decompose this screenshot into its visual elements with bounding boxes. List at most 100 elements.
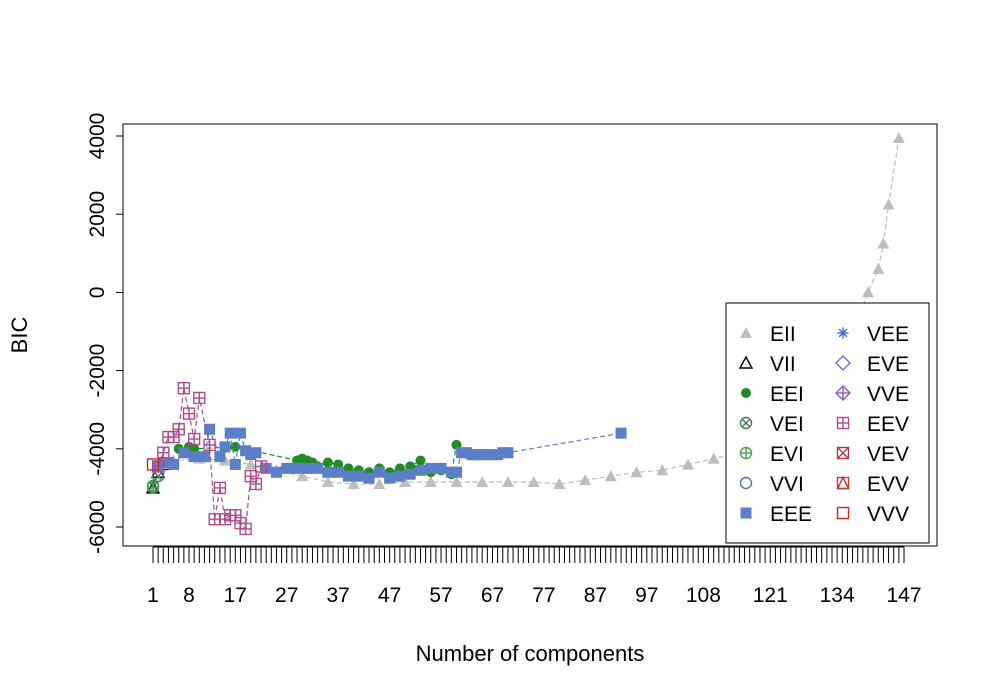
- legend-marker-evv: [836, 475, 850, 490]
- point-eii: [630, 466, 643, 478]
- legend-label-vii: VII: [770, 353, 796, 376]
- point-eee: [198, 451, 210, 463]
- point-eii: [347, 477, 360, 489]
- point-eee: [322, 466, 334, 478]
- legend-item-eev: EEV: [836, 413, 909, 436]
- legend-item-evi: EVI: [739, 443, 804, 466]
- point-eee: [404, 468, 416, 480]
- x-tick-label: 97: [635, 584, 658, 607]
- point-eee: [342, 470, 354, 482]
- point-eee: [250, 447, 262, 459]
- point-eev: [172, 423, 185, 436]
- y-axis: -6000 -4000 -2000 0 2000 4000: [86, 113, 124, 554]
- point-eee: [414, 464, 426, 476]
- point-eii: [877, 237, 890, 249]
- point-eev: [208, 512, 221, 526]
- legend-label-eei: EEI: [770, 383, 804, 406]
- point-eee: [224, 427, 236, 439]
- point-vvv: [146, 458, 160, 471]
- point-eee: [188, 451, 200, 463]
- point-eei: [415, 455, 426, 466]
- point-eii: [861, 286, 874, 298]
- y-tick-label: -2000: [86, 344, 109, 398]
- point-eii: [321, 476, 334, 488]
- x-tick-label: 67: [481, 584, 504, 607]
- legend-item-vve: VVE: [835, 383, 909, 406]
- point-eii: [450, 476, 463, 488]
- x-tick-label: 121: [753, 584, 788, 607]
- legend-marker-eve: [835, 355, 851, 371]
- series-eee: [152, 423, 627, 484]
- legend-marker-vei: [739, 416, 753, 430]
- legend-item-eve: EVE: [835, 353, 909, 376]
- point-eee: [291, 462, 303, 474]
- point-eev: [182, 407, 196, 420]
- legend-label-evv: EVV: [867, 473, 909, 496]
- legend-item-vee: VEE: [837, 323, 909, 346]
- y-tick-label: 2000: [86, 191, 109, 238]
- legend-label-vve: VVE: [867, 383, 909, 406]
- point-eee: [394, 470, 406, 482]
- point-eii: [579, 474, 592, 486]
- x-tick-label: 37: [326, 584, 349, 607]
- point-eee: [229, 458, 241, 470]
- x-axis: 1 8 17 27 37 47 57 67 77 87 97 108 121 134 147: [147, 546, 922, 607]
- point-eei: [322, 457, 333, 468]
- point-eee: [615, 427, 627, 439]
- x-tick-label: 134: [820, 584, 855, 607]
- series-eev: [151, 381, 268, 536]
- point-eee: [281, 462, 293, 474]
- legend-label-vee: VEE: [867, 323, 909, 346]
- legend-item-vei: VEI: [739, 413, 804, 436]
- point-eee: [332, 466, 344, 478]
- y-tick-label: -6000: [86, 500, 109, 554]
- legend: EII VII EEI VEI EVI VVI EEE VEE EVE VVE EEV VEV EVV V…: [725, 302, 930, 544]
- x-tick-label: 47: [378, 584, 401, 607]
- legend-marker-vve: [835, 385, 851, 401]
- point-eii: [892, 131, 905, 143]
- legend-item-vvi: VVI: [739, 473, 804, 496]
- y-tick-label: -4000: [86, 422, 109, 476]
- point-eii: [707, 452, 720, 464]
- point-eee: [312, 462, 324, 474]
- x-tick-label: 77: [532, 584, 555, 607]
- x-tick-label: 17: [224, 584, 247, 607]
- point-eee: [425, 462, 437, 474]
- point-eee: [363, 472, 375, 484]
- point-eii: [244, 458, 257, 470]
- point-eee: [384, 472, 396, 484]
- x-tick-label: 87: [584, 584, 607, 607]
- x-tick-label: 108: [686, 584, 721, 607]
- point-eee: [502, 447, 514, 459]
- point-eii: [656, 464, 669, 476]
- point-eii: [501, 476, 514, 488]
- x-tick-label: 8: [183, 584, 195, 607]
- legend-marker-vvi: [739, 476, 753, 490]
- point-eee: [234, 427, 246, 439]
- legend-marker-eee: [740, 507, 752, 519]
- legend-marker-vev: [836, 446, 850, 460]
- point-eev: [177, 381, 191, 395]
- point-eee: [204, 423, 216, 435]
- legend-label-eii: EII: [770, 323, 796, 346]
- marks-layer: [145, 131, 905, 536]
- y-axis-label: BIC: [7, 317, 32, 354]
- legend-item-eii: EII: [740, 323, 796, 346]
- point-eev: [213, 481, 227, 495]
- point-eii: [424, 476, 437, 488]
- point-eee: [214, 451, 226, 463]
- legend-item-vvv: VVV: [836, 503, 909, 526]
- point-eev: [249, 477, 263, 491]
- point-evi: [146, 480, 160, 494]
- point-eee: [168, 458, 180, 470]
- point-eee: [373, 466, 385, 478]
- legend-marker-eii: [740, 327, 752, 338]
- legend-marker-eei: [741, 388, 751, 398]
- legend-item-evv: EVV: [836, 473, 909, 496]
- point-eii: [681, 458, 694, 470]
- point-eii: [296, 470, 309, 482]
- point-eev: [203, 438, 216, 452]
- legend-marker-eev: [836, 416, 850, 430]
- point-eee: [178, 447, 190, 459]
